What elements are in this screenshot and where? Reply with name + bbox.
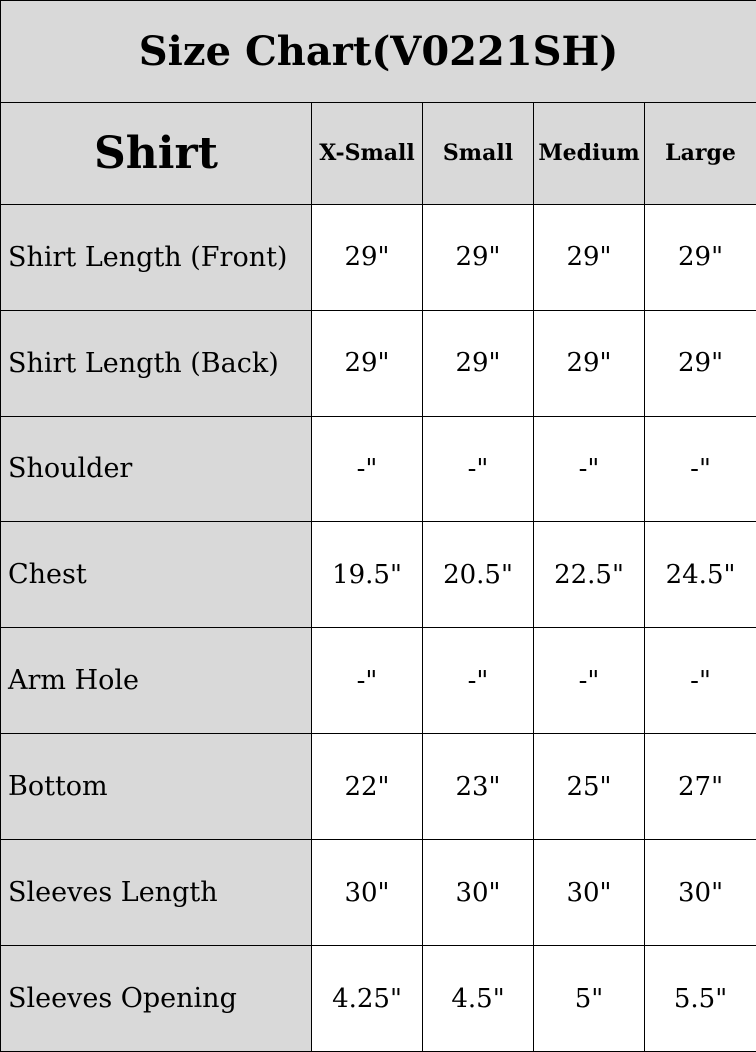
measurement-value: 20.5" xyxy=(422,521,534,629)
measurement-value: 30" xyxy=(533,839,645,947)
size-header-x-small: X-Small xyxy=(311,101,423,205)
measurement-label: Bottom xyxy=(0,733,312,841)
measurement-value: 29" xyxy=(533,309,645,417)
table-title: Size Chart(V0221SH) xyxy=(0,0,756,103)
table-row: Shoulder -" -" -" -" xyxy=(0,415,756,523)
measurement-value: 27" xyxy=(643,733,756,841)
measurement-value: 22.5" xyxy=(533,521,645,629)
measurement-value: 29" xyxy=(533,203,645,311)
measurement-value: 29" xyxy=(643,309,756,417)
measurement-value: 5.5" xyxy=(643,945,756,1052)
measurement-value: 5" xyxy=(533,945,645,1052)
table-row: Bottom 22" 23" 25" 27" xyxy=(0,733,756,841)
measurement-value: -" xyxy=(643,415,756,523)
measurement-value: 22" xyxy=(311,733,423,841)
measurement-value: 29" xyxy=(643,203,756,311)
measurement-label: Shoulder xyxy=(0,415,312,523)
header-row: Shirt X-Small Small Medium Large xyxy=(0,101,756,205)
measurement-value: 4.5" xyxy=(422,945,534,1052)
table-row: Chest 19.5" 20.5" 22.5" 24.5" xyxy=(0,521,756,629)
measurement-value: -" xyxy=(533,415,645,523)
measurement-label: Arm Hole xyxy=(0,627,312,735)
measurement-value: 24.5" xyxy=(643,521,756,629)
measurement-value: -" xyxy=(311,415,423,523)
measurement-value: 29" xyxy=(311,203,423,311)
measurement-value: 30" xyxy=(311,839,423,947)
measurement-value: 23" xyxy=(422,733,534,841)
table-row: Shirt Length (Front) 29" 29" 29" 29" xyxy=(0,203,756,311)
measurement-label: Sleeves Opening xyxy=(0,945,312,1052)
measurement-value: 25" xyxy=(533,733,645,841)
measurement-value: 4.25" xyxy=(311,945,423,1052)
table-row: Sleeves Opening 4.25" 4.5" 5" 5.5" xyxy=(0,945,756,1052)
measurement-value: -" xyxy=(422,415,534,523)
measurement-value: -" xyxy=(643,627,756,735)
table-row: Sleeves Length 30" 30" 30" 30" xyxy=(0,839,756,947)
size-header-medium: Medium xyxy=(533,101,645,205)
measurement-value: -" xyxy=(422,627,534,735)
measurement-value: 29" xyxy=(422,309,534,417)
measurement-label: Shirt Length (Front) xyxy=(0,203,312,311)
measurement-value: 29" xyxy=(311,309,423,417)
measurement-value: 30" xyxy=(643,839,756,947)
measurement-label: Sleeves Length xyxy=(0,839,312,947)
measurement-value: 29" xyxy=(422,203,534,311)
measurement-value: -" xyxy=(533,627,645,735)
measurement-label: Chest xyxy=(0,521,312,629)
measurement-value: 30" xyxy=(422,839,534,947)
table-row: Shirt Length (Back) 29" 29" 29" 29" xyxy=(0,309,756,417)
measurement-value: -" xyxy=(311,627,423,735)
size-header-small: Small xyxy=(422,101,534,205)
table-row: Arm Hole -" -" -" -" xyxy=(0,627,756,735)
section-header: Shirt xyxy=(0,101,312,205)
measurement-label: Shirt Length (Back) xyxy=(0,309,312,417)
size-header-large: Large xyxy=(643,101,756,205)
measurement-value: 19.5" xyxy=(311,521,423,629)
